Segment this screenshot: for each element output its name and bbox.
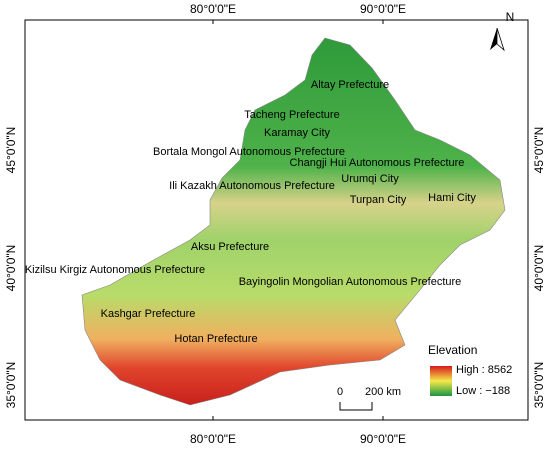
legend-high: High : 8562 <box>456 364 512 376</box>
place-label: Kashgar Prefecture <box>101 308 196 320</box>
place-label: Aksu Prefecture <box>191 241 269 253</box>
grid-label: 45°0'0"N <box>532 127 546 174</box>
grid-label: 90°0'0"E <box>360 2 406 16</box>
place-label: Kizilsu Kirgiz Autonomous Prefecture <box>25 264 205 276</box>
place-label: Karamay City <box>264 127 331 139</box>
grid-label: 40°0'0"N <box>532 245 546 292</box>
grid-label: 35°0'0"N <box>532 362 546 409</box>
place-label: Urumqi City <box>341 173 399 185</box>
place-label: Turpan City <box>350 194 407 206</box>
scale-start: 0 <box>337 386 343 398</box>
place-label: Bortala Mongol Autonomous Prefecture <box>153 146 345 158</box>
scale-end: 200 km <box>365 386 401 398</box>
place-label: Ili Kazakh Autonomous Prefecture <box>169 180 335 192</box>
north-arrow <box>490 28 497 50</box>
grid-label: 80°0'0"E <box>190 2 236 16</box>
legend-title: Elevation <box>428 343 477 357</box>
grid-label: 90°0'0"E <box>360 432 406 446</box>
legend-ramp <box>430 366 452 396</box>
place-label: Hotan Prefecture <box>174 333 257 345</box>
legend-low: Low : −188 <box>456 385 510 397</box>
region <box>81 37 506 406</box>
scale-bar <box>339 402 373 411</box>
north-label: N <box>506 10 515 24</box>
grid-label: 45°0'0"N <box>4 127 18 174</box>
grid-label: 40°0'0"N <box>4 245 18 292</box>
grid-label: 80°0'0"E <box>190 432 236 446</box>
north-arrow <box>496 27 505 52</box>
place-label: Tacheng Prefecture <box>244 109 339 121</box>
place-label: Changji Hui Autonomous Prefecture <box>290 157 465 169</box>
place-label: Bayingolin Mongolian Autonomous Prefectu… <box>239 276 462 288</box>
place-label: Hami City <box>428 192 476 204</box>
grid-label: 35°0'0"N <box>4 362 18 409</box>
place-label: Altay Prefecture <box>311 79 389 91</box>
